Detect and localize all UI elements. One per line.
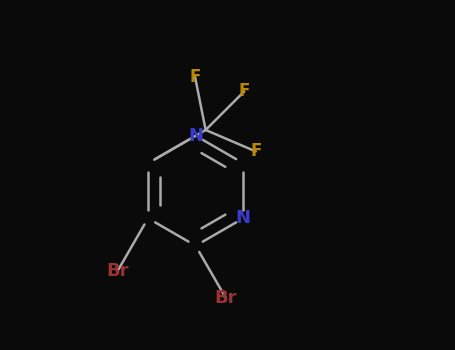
Text: N: N bbox=[188, 127, 203, 145]
Text: F: F bbox=[250, 142, 261, 160]
Text: F: F bbox=[238, 83, 250, 100]
Text: N: N bbox=[236, 209, 251, 227]
Text: F: F bbox=[189, 68, 201, 86]
Text: Br: Br bbox=[106, 262, 129, 280]
Text: Br: Br bbox=[215, 289, 237, 307]
